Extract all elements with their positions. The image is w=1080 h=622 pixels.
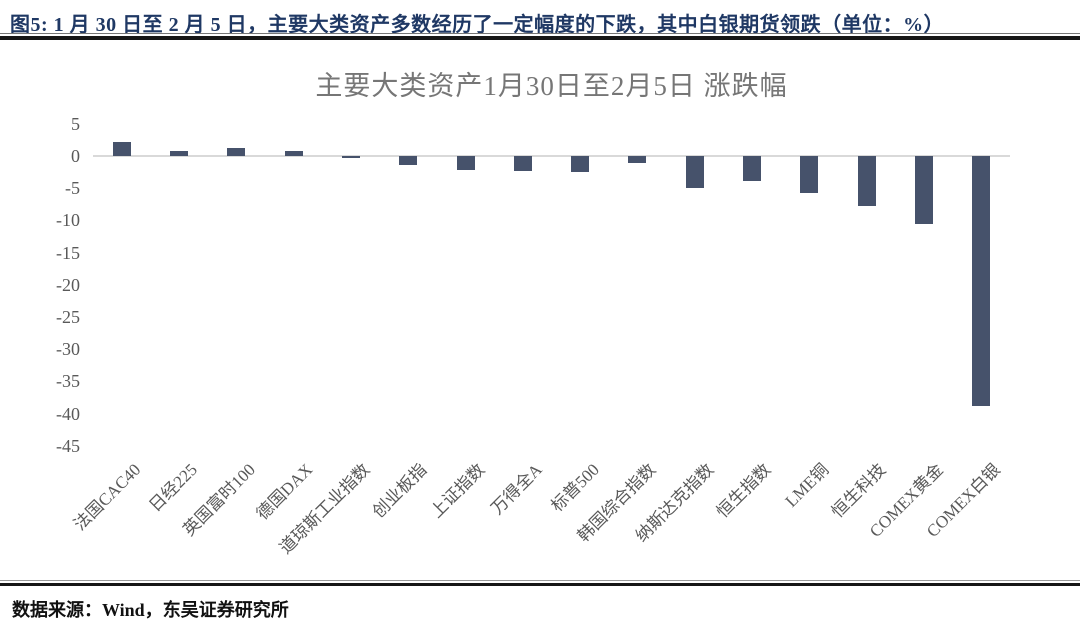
y-axis-tick-label: -15 xyxy=(56,242,80,263)
y-axis-tick-label: -20 xyxy=(56,274,80,295)
figure-caption: 图5: 1 月 30 日至 2 月 5 日，主要大类资产多数经历了一定幅度的下跌… xyxy=(10,14,945,36)
bar-4 xyxy=(341,156,360,158)
zero-baseline xyxy=(93,155,1010,157)
y-axis-tick-label: -35 xyxy=(56,371,80,392)
bar-15 xyxy=(972,156,991,406)
data-source-note: 数据来源：Wind，东吴证券研究所 xyxy=(12,600,289,620)
bar-3 xyxy=(284,151,303,156)
chart-title: 主要大类资产1月30日至2月5日 涨跌幅 xyxy=(315,71,788,101)
x-axis-label-5: 创业板指 xyxy=(369,460,431,522)
y-axis-tick-label: -10 xyxy=(56,210,80,231)
x-axis-label-11: 恒生指数 xyxy=(713,460,775,522)
header-divider-thick xyxy=(0,36,1080,40)
bar-9 xyxy=(628,156,647,164)
bar-12 xyxy=(800,156,819,194)
y-axis-tick-label: -5 xyxy=(65,178,80,199)
x-axis-label-0: 法国CAC40 xyxy=(69,460,145,535)
bar-8 xyxy=(571,156,590,173)
bar-0 xyxy=(112,142,131,156)
bar-11 xyxy=(743,156,762,182)
footer-divider-thick xyxy=(0,583,1080,586)
x-axis-label-1: 日经225 xyxy=(145,460,202,516)
footer-divider-thin xyxy=(0,580,1080,581)
x-axis-label-12: LME铜 xyxy=(781,460,832,511)
bar-13 xyxy=(857,156,876,207)
y-axis-tick-label: -25 xyxy=(56,307,80,327)
x-axis-label-6: 上证指数 xyxy=(426,460,488,522)
y-axis-tick-label: -30 xyxy=(56,339,80,360)
bar-1 xyxy=(169,151,188,156)
bar-5 xyxy=(399,156,418,166)
bar-14 xyxy=(915,156,934,224)
x-axis-label-8: 标普500 xyxy=(547,460,603,516)
bar-2 xyxy=(227,148,246,156)
y-axis-tick-label: -40 xyxy=(56,403,80,424)
y-axis-tick-label: 5 xyxy=(71,113,80,134)
x-axis-label-7: 万得全A xyxy=(487,460,546,519)
y-axis-tick-label: 0 xyxy=(71,146,80,166)
header-divider-thin xyxy=(0,33,1080,34)
bar-7 xyxy=(513,156,532,172)
bar-10 xyxy=(685,156,704,189)
y-axis-tick-label: -45 xyxy=(56,435,80,456)
bar-6 xyxy=(456,156,475,170)
